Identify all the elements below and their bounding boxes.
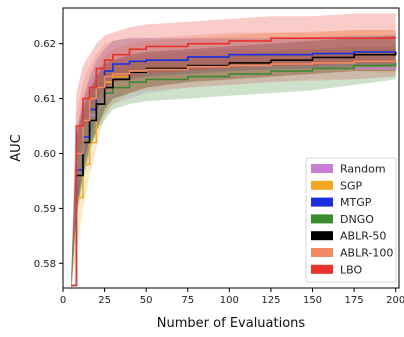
x-tick-label: 100 xyxy=(220,295,239,306)
x-tick-label: 175 xyxy=(345,295,364,306)
x-tick-label: 200 xyxy=(386,295,404,306)
x-axis-ticks: 0 25 50 75 100 125 150 175 200 xyxy=(60,288,404,306)
band-dngo xyxy=(71,46,396,291)
legend-label-lbo: LBO xyxy=(340,263,362,276)
x-tick-label: 25 xyxy=(98,295,111,306)
legend-swatch-sgp xyxy=(311,180,333,190)
y-tick-label: 0.60 xyxy=(34,149,56,160)
legend-label-ablr-50: ABLR-50 xyxy=(340,230,386,243)
line-mtgp xyxy=(71,51,396,287)
x-tick-label: 150 xyxy=(303,295,322,306)
legend-swatch-ablr-100 xyxy=(311,248,333,257)
y-tick-label: 0.59 xyxy=(34,204,56,215)
legend-swatch-random xyxy=(311,164,333,173)
legend-swatch-mtgp xyxy=(311,197,333,207)
y-tick-label: 0.61 xyxy=(34,94,56,105)
legend-label-sgp: SGP xyxy=(340,179,363,192)
legend-swatch-dngo xyxy=(311,214,333,224)
legend-label-ablr-100: ABLR-100 xyxy=(340,247,393,260)
x-axis-label: Number of Evaluations xyxy=(157,316,306,331)
legend-swatch-ablr-50 xyxy=(311,231,333,241)
band-random xyxy=(71,49,396,291)
x-tick-label: 125 xyxy=(261,295,280,306)
legend: Random SGP MTGP DNGO ABLR-50 ABLR-100 LBO xyxy=(305,157,397,283)
legend-label-mtgp: MTGP xyxy=(340,196,372,209)
legend-label-dngo: DNGO xyxy=(340,213,374,226)
x-tick-label: 75 xyxy=(181,295,194,306)
band-ablr-100 xyxy=(71,30,396,291)
band-sgp xyxy=(71,30,396,291)
y-tick-label: 0.58 xyxy=(34,259,56,270)
y-tick-label: 0.62 xyxy=(34,39,56,50)
y-axis-ticks: 0.58 0.59 0.60 0.61 0.62 xyxy=(34,39,63,270)
series-lines xyxy=(71,37,397,287)
plot-frame xyxy=(62,7,400,289)
x-tick-label: 50 xyxy=(140,295,153,306)
legend-swatch-lbo xyxy=(311,264,333,274)
x-tick-label: 0 xyxy=(60,295,66,306)
line-ablr-100 xyxy=(71,60,397,287)
band-lbo xyxy=(71,13,396,291)
y-axis-label: AUC xyxy=(9,134,24,162)
line-lbo xyxy=(71,37,396,287)
legend-label-random: Random xyxy=(340,163,386,176)
